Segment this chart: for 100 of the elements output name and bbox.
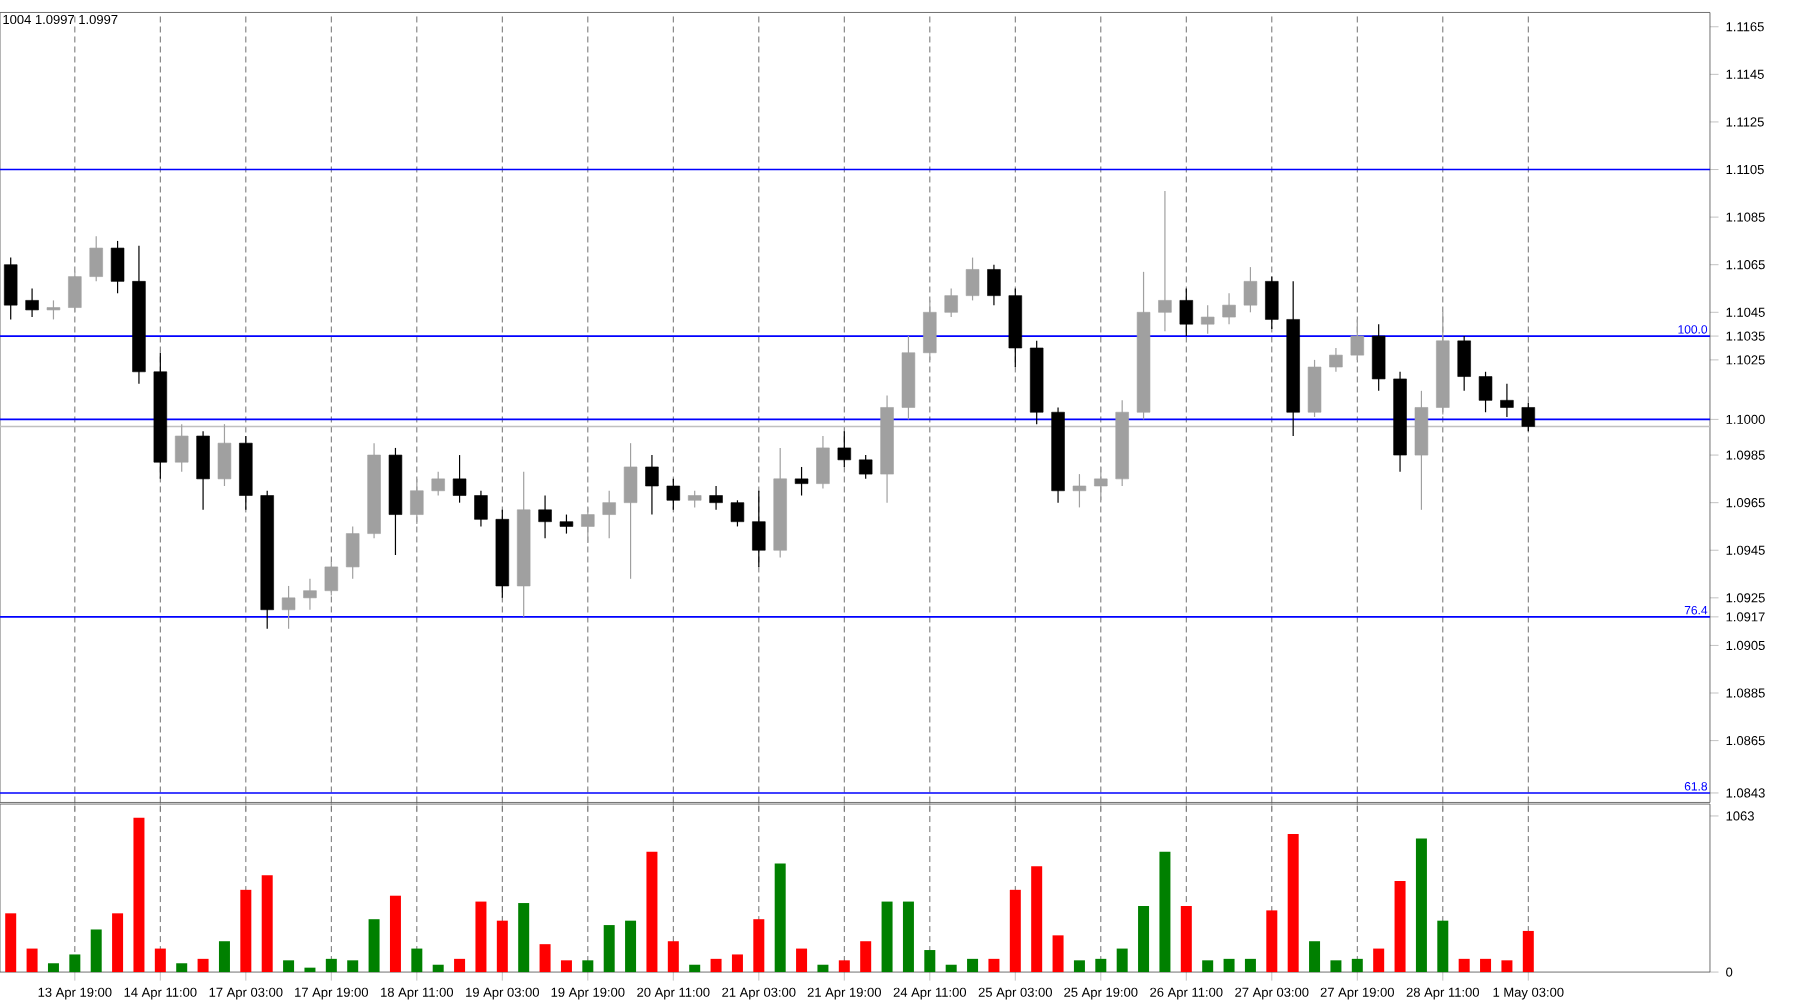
bar bbox=[304, 967, 316, 973]
bar bbox=[1501, 960, 1513, 973]
bar bbox=[240, 889, 252, 973]
bar bbox=[26, 948, 38, 973]
bar bbox=[496, 920, 508, 973]
bar bbox=[368, 919, 380, 973]
bar bbox=[924, 950, 936, 973]
bar bbox=[945, 964, 957, 973]
candlestick bbox=[1265, 276, 1279, 330]
bar bbox=[710, 958, 722, 973]
bar bbox=[475, 901, 487, 973]
bar bbox=[1522, 930, 1534, 973]
bar bbox=[1394, 881, 1406, 973]
bar bbox=[1202, 960, 1214, 973]
bar bbox=[988, 958, 1000, 973]
candlestick bbox=[730, 499, 745, 528]
bar bbox=[1116, 948, 1128, 973]
candlestick bbox=[1414, 390, 1429, 511]
candlestick bbox=[1072, 473, 1087, 509]
candlestick bbox=[944, 287, 958, 318]
bar bbox=[1009, 889, 1021, 973]
bar bbox=[133, 817, 145, 973]
bar bbox=[90, 929, 102, 973]
bar bbox=[1458, 958, 1470, 973]
bar bbox=[881, 901, 893, 973]
candlestick bbox=[794, 466, 809, 497]
bar bbox=[389, 895, 401, 973]
bar bbox=[1287, 834, 1299, 973]
candlestick bbox=[474, 490, 488, 528]
candlestick bbox=[1158, 190, 1172, 332]
bar bbox=[1223, 958, 1235, 973]
candlestick bbox=[196, 430, 210, 511]
candlestick bbox=[1094, 466, 1108, 501]
candlestick bbox=[1521, 402, 1536, 432]
candlestick bbox=[1243, 266, 1258, 313]
bar bbox=[731, 954, 743, 973]
candlestick bbox=[1371, 323, 1386, 392]
bar bbox=[432, 964, 444, 973]
candlestick bbox=[837, 430, 852, 468]
candlestick bbox=[1179, 287, 1194, 337]
bar bbox=[5, 913, 17, 973]
bar bbox=[1159, 851, 1171, 973]
bar bbox=[1266, 910, 1278, 973]
candlestick bbox=[581, 506, 595, 544]
bar bbox=[582, 960, 594, 973]
bar bbox=[838, 960, 850, 973]
candlestick bbox=[281, 585, 296, 630]
bar bbox=[1415, 838, 1427, 973]
bar bbox=[603, 925, 615, 973]
candlestick bbox=[1500, 383, 1514, 418]
bar bbox=[1330, 960, 1342, 973]
candlestick bbox=[858, 454, 873, 480]
bar bbox=[454, 958, 466, 973]
bar bbox=[1052, 935, 1064, 973]
candlestick bbox=[217, 423, 232, 487]
bar bbox=[625, 920, 637, 973]
candlestick bbox=[174, 423, 189, 473]
bar bbox=[560, 960, 572, 973]
candlestick bbox=[1307, 359, 1322, 418]
candlestick bbox=[816, 435, 830, 489]
candlestick bbox=[965, 256, 980, 301]
bar bbox=[539, 944, 551, 973]
bar bbox=[112, 913, 124, 973]
candlestick bbox=[709, 485, 723, 511]
bar bbox=[646, 851, 658, 973]
bar bbox=[197, 958, 209, 973]
bar bbox=[325, 958, 337, 973]
bar bbox=[967, 958, 979, 973]
candlestick bbox=[987, 264, 1001, 306]
candlestick bbox=[752, 490, 766, 568]
bar bbox=[902, 901, 914, 973]
bar bbox=[667, 941, 679, 973]
candlestick bbox=[452, 454, 467, 504]
bar bbox=[1031, 866, 1043, 973]
bar bbox=[218, 941, 230, 973]
candlestick bbox=[410, 478, 424, 525]
bar bbox=[1373, 948, 1385, 973]
candlestick bbox=[666, 478, 681, 511]
candlestick bbox=[559, 513, 574, 535]
bar bbox=[1073, 960, 1085, 973]
bar bbox=[689, 964, 701, 973]
candlestick bbox=[1200, 304, 1215, 335]
bar bbox=[411, 948, 423, 973]
candlestick bbox=[645, 454, 659, 516]
bar bbox=[753, 919, 765, 973]
bar bbox=[1351, 958, 1363, 973]
candlestick bbox=[1478, 371, 1493, 413]
candlestick bbox=[303, 578, 317, 611]
bar bbox=[518, 903, 530, 973]
bar bbox=[1138, 905, 1150, 973]
bar bbox=[47, 963, 59, 973]
candlestick bbox=[1329, 347, 1343, 373]
bar bbox=[69, 954, 81, 973]
bar bbox=[860, 941, 872, 973]
candlestick bbox=[46, 299, 61, 321]
candlestick bbox=[538, 494, 552, 539]
bar bbox=[796, 948, 808, 973]
bar bbox=[154, 948, 166, 973]
candlestick bbox=[1222, 292, 1236, 325]
bar bbox=[1437, 920, 1449, 973]
